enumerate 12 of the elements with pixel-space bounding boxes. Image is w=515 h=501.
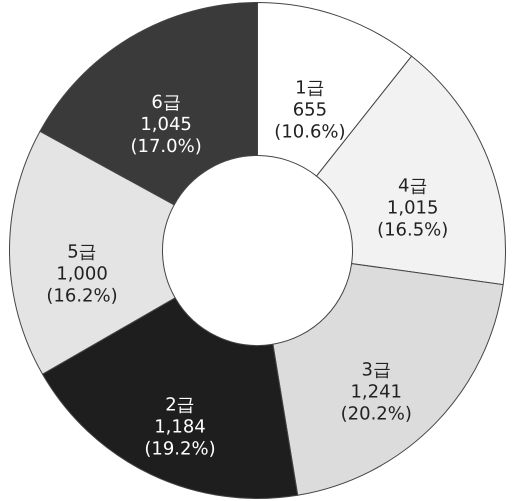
slice-label: 4급 xyxy=(398,176,428,197)
slice-label: 3급 xyxy=(362,359,391,380)
data-label: 1,045 (17.0%) xyxy=(130,114,202,157)
slice-label: 1급 xyxy=(295,78,325,99)
slice-label: 6급 xyxy=(151,92,181,113)
data-label: 1,241 (20.2%) xyxy=(340,381,412,424)
slice-label: 2급 xyxy=(165,394,195,416)
data-label: 1,000 (16.2%) xyxy=(46,263,118,306)
data-label: 1,184 (19.2%) xyxy=(144,416,216,460)
data-label: 1,015 (16.5%) xyxy=(377,198,448,241)
data-label: 655 (10.6%) xyxy=(274,100,346,143)
slice-label: 5급 xyxy=(67,241,97,262)
